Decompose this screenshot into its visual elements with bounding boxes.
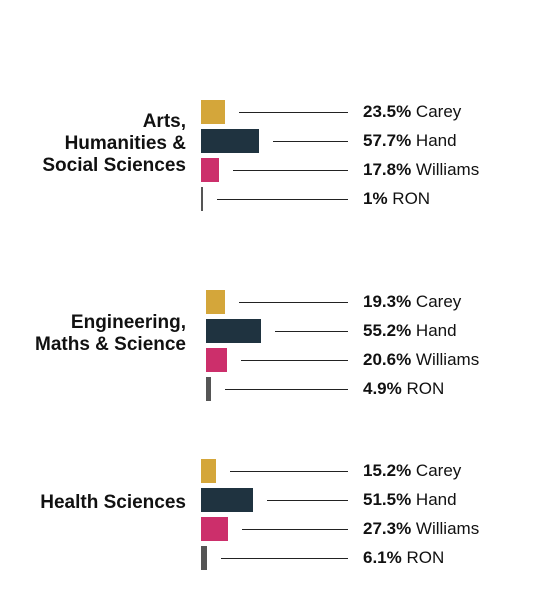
value-percent: 17.8% [363, 160, 412, 179]
candidate-name: Carey [411, 102, 462, 121]
bar-williams [201, 158, 219, 182]
group-label-line: Arts, [142, 111, 186, 132]
bar-ron [201, 187, 203, 211]
leader-line [272, 141, 348, 142]
leader-line [224, 389, 348, 390]
value-label-ron: 4.9% RON [363, 379, 444, 399]
group-label-line: Engineering, [70, 312, 186, 333]
bar-hand [206, 319, 262, 343]
value-label-ron: 6.1% RON [363, 548, 444, 568]
leader-line [239, 302, 348, 303]
leader-line [242, 529, 348, 530]
candidate-name: RON [401, 548, 445, 567]
value-percent: 6.1% [363, 548, 402, 567]
leader-line [275, 331, 348, 332]
leader-line [230, 471, 348, 472]
candidate-name: Hand [411, 321, 457, 340]
value-percent: 55.2% [363, 321, 412, 340]
value-label-carey: 23.5% Carey [363, 102, 461, 122]
bar-carey [201, 459, 217, 483]
candidate-name: Hand [411, 490, 457, 509]
value-percent: 1% [363, 189, 388, 208]
leader-line [266, 500, 348, 501]
candidate-name: Williams [411, 519, 480, 538]
value-label-hand: 51.5% Hand [363, 490, 457, 510]
candidate-name: Williams [411, 350, 480, 369]
value-percent: 51.5% [363, 490, 412, 509]
candidate-name: RON [401, 379, 445, 398]
group-label-line: Social Sciences [42, 155, 186, 176]
value-label-carey: 15.2% Carey [363, 461, 461, 481]
value-percent: 27.3% [363, 519, 412, 538]
value-percent: 20.6% [363, 350, 412, 369]
bar-carey [206, 290, 226, 314]
candidate-name: Carey [411, 461, 462, 480]
value-label-carey: 19.3% Carey [363, 292, 461, 312]
value-percent: 57.7% [363, 131, 412, 150]
group-label-line: Humanities & [64, 133, 186, 154]
value-label-hand: 57.7% Hand [363, 131, 457, 151]
group-label-3: Health Sciences [40, 492, 186, 514]
bar-hand [201, 129, 259, 153]
value-label-williams: 27.3% Williams [363, 519, 479, 539]
leader-line [232, 170, 348, 171]
group-label-1: Arts, Humanities & Social Sciences [42, 111, 186, 177]
value-percent: 15.2% [363, 461, 412, 480]
leader-line [221, 558, 348, 559]
leader-line [240, 360, 348, 361]
value-label-ron: 1% RON [363, 189, 430, 209]
group-label-line: Maths & Science [35, 334, 186, 355]
leader-line [217, 199, 348, 200]
value-percent: 19.3% [363, 292, 412, 311]
candidate-name: Williams [411, 160, 480, 179]
bar-williams [201, 517, 229, 541]
candidate-name: RON [387, 189, 431, 208]
bar-ron [206, 377, 211, 401]
value-percent: 23.5% [363, 102, 412, 121]
value-label-hand: 55.2% Hand [363, 321, 457, 341]
group-label-line: Health Sciences [40, 492, 186, 513]
bar-williams [206, 348, 227, 372]
value-label-williams: 20.6% Williams [363, 350, 479, 370]
value-label-williams: 17.8% Williams [363, 160, 479, 180]
bar-hand [201, 488, 253, 512]
bar-ron [201, 546, 208, 570]
bar-carey [201, 100, 225, 124]
group-label-2: Engineering, Maths & Science [35, 312, 186, 356]
value-percent: 4.9% [363, 379, 402, 398]
candidate-name: Hand [411, 131, 457, 150]
leader-line [238, 112, 348, 113]
candidate-name: Carey [411, 292, 462, 311]
